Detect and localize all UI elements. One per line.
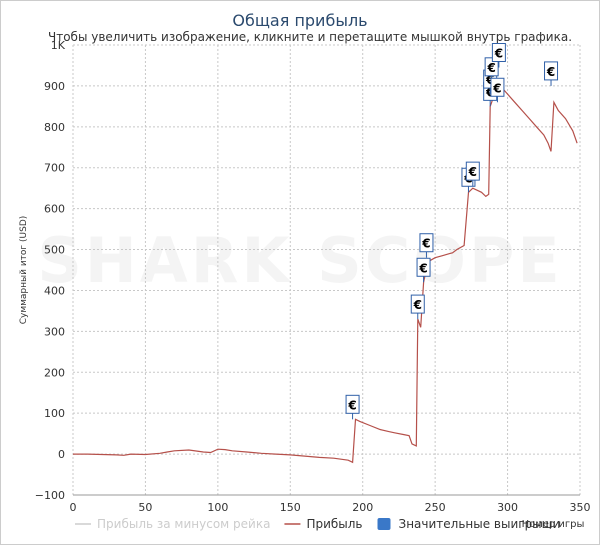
big-win-flag[interactable]: € (491, 43, 506, 68)
watermark-logo: SHARK SCOPE (37, 224, 563, 297)
y-tick-label: 1K (51, 39, 66, 52)
y-tick-label: 700 (44, 162, 65, 175)
flag-box (465, 161, 480, 181)
series-line-profit (73, 84, 578, 464)
y-tick-label: 800 (44, 121, 65, 134)
legend-item[interactable]: Прибыль за минусом рейка (75, 517, 270, 531)
x-tick-label: 250 (425, 501, 446, 514)
big-win-flag[interactable]: € (345, 394, 360, 420)
flag-box (490, 77, 505, 97)
euro-icon: € (468, 165, 477, 179)
big-win-flag[interactable]: € (465, 161, 480, 187)
legend-swatch (377, 518, 391, 530)
x-tick-label: 0 (70, 501, 77, 514)
euro-icon: € (486, 61, 495, 75)
euro-icon: € (421, 237, 430, 251)
legend-label: Прибыль (306, 517, 362, 531)
flag-box (491, 43, 506, 62)
y-tick-label: 100 (44, 407, 65, 420)
euro-icon: € (413, 298, 422, 312)
flag-box (410, 294, 425, 314)
legend-item[interactable]: Значительные выигрыши (377, 517, 561, 531)
axes: −100 0 100 200 300 400 500 600 700 800 900 1K 0 50 100… (35, 39, 591, 514)
legend-item[interactable]: Прибыль (284, 517, 363, 531)
y-tick-label: 400 (44, 284, 65, 297)
x-tick-label: 150 (280, 501, 301, 514)
euro-icon: € (494, 47, 503, 61)
flag-box (416, 257, 431, 277)
y-tick-label: 200 (44, 366, 65, 379)
series-layer (73, 84, 578, 464)
big-win-flag[interactable]: € (416, 257, 431, 283)
x-tick-label: 100 (207, 501, 228, 514)
y-tick-label: 900 (44, 80, 65, 93)
big-win-flag[interactable]: € (490, 77, 505, 103)
big-win-flags[interactable]: €€€€€€€€€€€€ (345, 43, 559, 420)
x-tick-label: 300 (497, 501, 518, 514)
y-tick-label: 500 (44, 244, 65, 257)
euro-icon: € (546, 65, 555, 79)
y-tick-label: −100 (35, 489, 65, 502)
flag-box (345, 394, 360, 414)
flag-box (544, 61, 559, 81)
y-tick-label: 600 (44, 203, 65, 216)
x-axis-label: Номер игры (522, 519, 585, 530)
big-win-flag[interactable]: € (544, 61, 559, 86)
y-tick-label: 0 (58, 448, 65, 461)
x-tick-label: 200 (352, 501, 373, 514)
big-win-flag[interactable]: € (410, 294, 425, 320)
chart-subtitle: Чтобы увеличить изображение, кликните и … (48, 30, 572, 44)
y-tick-label: 300 (44, 325, 65, 338)
big-win-flag[interactable]: € (419, 233, 434, 258)
x-tick-label: 350 (570, 501, 591, 514)
flag-box (419, 233, 434, 253)
chart-title: Общая прибыль (232, 11, 367, 30)
euro-icon: € (418, 261, 427, 275)
euro-icon: € (492, 81, 501, 95)
euro-icon: € (485, 73, 494, 87)
y-axis-label: Суммарный итог (USD) (19, 216, 29, 325)
flag-box (484, 57, 499, 77)
x-tick-label: 50 (138, 501, 152, 514)
legend-label: Прибыль за минусом рейка (97, 517, 270, 531)
euro-icon: € (347, 398, 356, 412)
legend[interactable]: Прибыль за минусом рейка Прибыль Значитель… (75, 517, 560, 531)
legend-label: Значительные выигрыши (399, 517, 561, 531)
